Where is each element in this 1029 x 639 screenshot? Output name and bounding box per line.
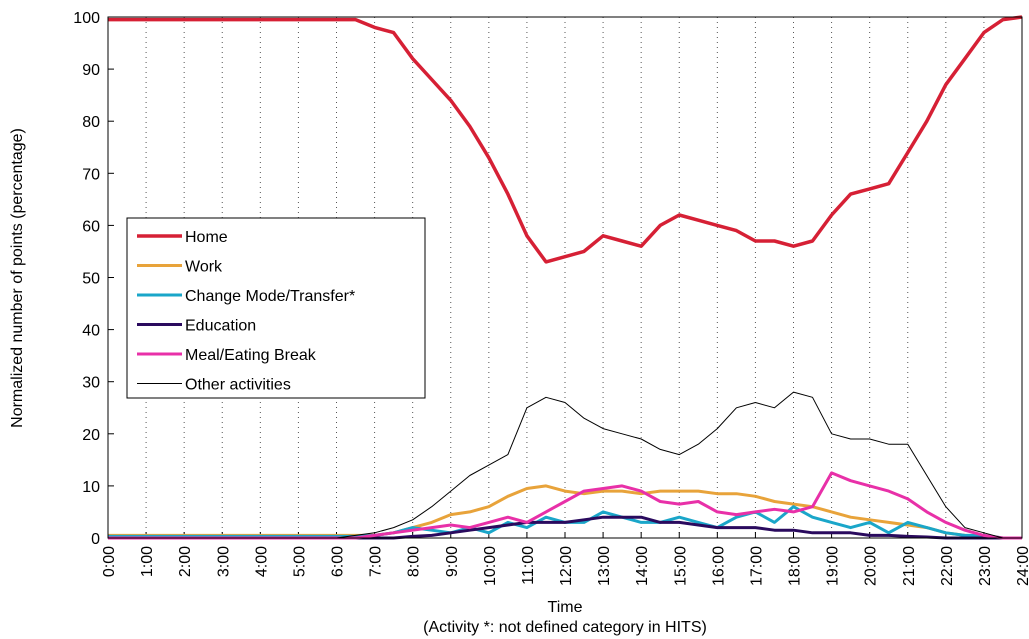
plot-frame [107, 16, 1023, 539]
x-tick-label: 14:00 [634, 546, 651, 586]
x-tick-label: 17:00 [748, 546, 765, 586]
legend-label: Change Mode/Transfer* [185, 288, 355, 305]
series-line [108, 391, 1022, 539]
y-tick-label: 100 [73, 10, 100, 27]
x-tick-label: 6:00 [330, 546, 347, 577]
x-tick-label: 10:00 [482, 546, 499, 586]
x-tick-label: 11:00 [520, 546, 537, 585]
series-line [108, 15, 1023, 264]
x-axis-note: (Activity *: not defined category in HIT… [423, 619, 707, 636]
x-tick-label: 13:00 [596, 546, 613, 586]
x-tick-label: 12:00 [558, 546, 575, 586]
y-tick-label: 0 [91, 531, 100, 548]
x-tick-label: 7:00 [368, 546, 385, 577]
x-axis-label: Time [548, 599, 583, 616]
x-tick-label: 15:00 [672, 546, 689, 586]
y-tick-label: 20 [82, 427, 100, 444]
legend-label: Education [185, 318, 256, 335]
x-tick-label: 16:00 [710, 546, 727, 586]
y-tick-label: 40 [82, 323, 100, 340]
x-tick-label: 9:00 [444, 546, 461, 577]
y-axis-label: Normalized number of points (percentage) [9, 128, 26, 428]
legend-label: Other activities [185, 377, 291, 394]
x-tick-label: 4:00 [253, 546, 270, 577]
y-tick-label: 70 [82, 166, 100, 183]
legend-label: Meal/Eating Break [185, 347, 317, 364]
x-tick-label: 22:00 [939, 546, 956, 586]
x-tick-label: 2:00 [177, 546, 194, 577]
x-tick-label: 5:00 [291, 546, 308, 577]
x-tick-label: 3:00 [215, 546, 232, 577]
legend-label: Work [185, 259, 223, 276]
x-tick-label: 19:00 [825, 546, 842, 586]
y-tick-label: 30 [82, 375, 100, 392]
y-tick-label: 80 [82, 114, 100, 131]
legend-label: Home [185, 229, 228, 246]
x-tick-label: 23:00 [977, 546, 994, 586]
x-tick-label: 20:00 [863, 546, 880, 586]
x-tick-label: 21:00 [901, 546, 918, 586]
y-tick-label: 50 [82, 271, 100, 288]
legend-box [126, 217, 426, 399]
x-tick-label: 0:00 [101, 546, 118, 577]
y-tick-label: 10 [82, 479, 100, 496]
x-tick-label: 1:00 [139, 546, 156, 577]
x-tick-label: 8:00 [406, 546, 423, 577]
x-tick-label: 18:00 [787, 546, 804, 586]
y-tick-label: 60 [82, 218, 100, 235]
x-tick-label: 24:00 [1015, 546, 1029, 586]
y-tick-label: 90 [82, 62, 100, 79]
